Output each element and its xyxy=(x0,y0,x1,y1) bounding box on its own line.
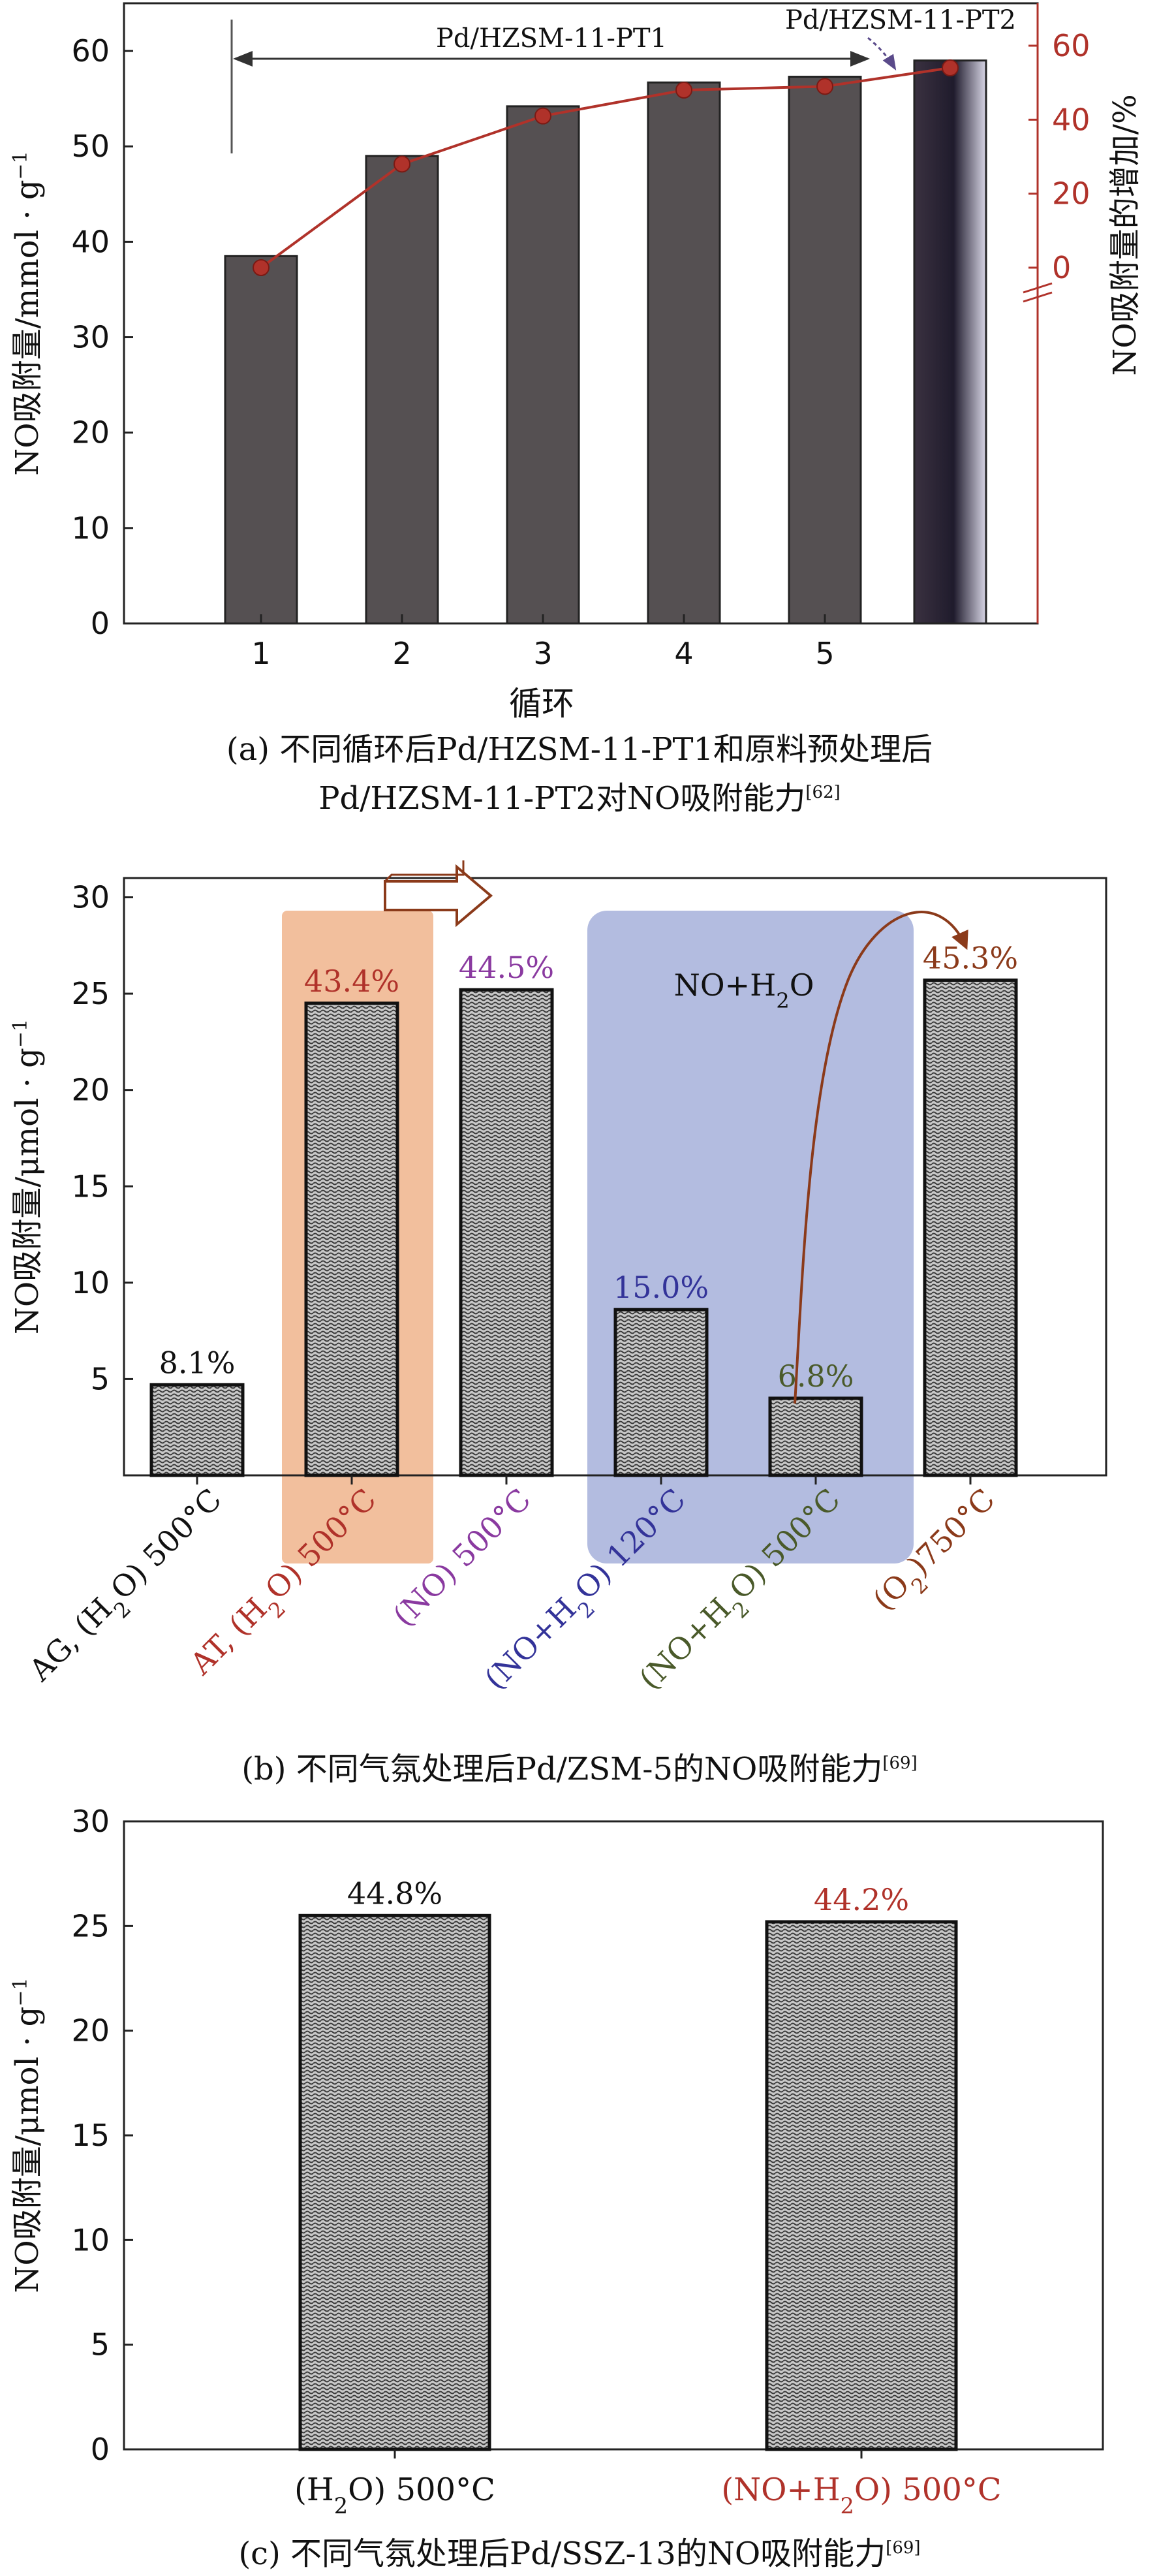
bar-b xyxy=(304,1001,399,1477)
block-arrow-shadow-b xyxy=(384,860,465,883)
y-axis-title-c: NO吸附量/μmol · g−1 xyxy=(9,1977,46,2293)
y-tick-label-a: 10 xyxy=(71,510,110,546)
caption-a-ref: [62] xyxy=(805,783,841,802)
x-tick-label-a: 4 xyxy=(674,636,693,671)
y-tick-label-c: 15 xyxy=(71,2118,110,2153)
y2-tick-label-a: 0 xyxy=(1052,250,1071,285)
bar-b xyxy=(768,1396,863,1477)
y2-tick-label-a: 60 xyxy=(1052,28,1090,63)
data-label-c: 44.2% xyxy=(814,1882,909,1917)
chart-c: 0 5 10 15 20 25 30 44.8% (H2O) 500°C 44.2% (NO+H2O… xyxy=(9,1804,1104,2519)
x-tick-label-a: 1 xyxy=(251,636,270,671)
increase-point-a xyxy=(942,59,959,76)
y2-axis-title-a: NO吸附量的增加/% xyxy=(1107,94,1143,375)
pt2-label-a: Pd/HZSM-11-PT2 xyxy=(785,5,1016,35)
y-tick-label-b: 5 xyxy=(91,1361,110,1396)
x-tick-label-a: 3 xyxy=(533,636,552,671)
x-tick-label-a: 2 xyxy=(392,636,411,671)
data-label-b: 45.3% xyxy=(923,940,1018,975)
axis-break-a xyxy=(1023,282,1053,303)
caption-c-text: (c) 不同气氛处理后Pd/SSZ-13的NO吸附能力 xyxy=(238,2536,886,2572)
x-tick-label-a: 5 xyxy=(815,636,834,671)
data-label-b: 6.8% xyxy=(778,1359,854,1394)
bar-a xyxy=(913,59,987,625)
increase-point-a xyxy=(394,155,410,173)
data-label-b: 44.5% xyxy=(459,950,554,985)
data-label-b: 8.1% xyxy=(159,1345,236,1380)
y2-tick-label-a: 40 xyxy=(1052,102,1090,137)
caption-a-line1: (a) 不同循环后Pd/HZSM-11-PT1和原料预处理后 xyxy=(226,731,933,768)
increase-point-a xyxy=(253,259,270,276)
increase-point-a xyxy=(675,82,692,99)
x-axis-title-a: 循环 xyxy=(509,685,574,723)
data-label-c: 44.8% xyxy=(347,1876,442,1911)
highlight-text-b: NO+H2O xyxy=(674,967,814,1013)
y-tick-label-c: 5 xyxy=(91,2327,110,2363)
curved-arrow-b xyxy=(794,911,968,1404)
bar-a xyxy=(647,81,721,625)
bar-b xyxy=(459,988,554,1477)
block-arrow-b xyxy=(384,864,493,928)
y-tick-label-c: 0 xyxy=(91,2432,110,2467)
pt1-label-a: Pd/HZSM-11-PT1 xyxy=(436,24,667,54)
bar-b xyxy=(149,1383,245,1477)
y-axis-title-b: NO吸附量/μmol · g−1 xyxy=(9,1019,46,1334)
pt2-arrow-a xyxy=(867,37,897,71)
y-tick-label-a: 0 xyxy=(91,606,110,641)
y-tick-label-a: 60 xyxy=(71,33,110,69)
increase-point-a xyxy=(816,78,833,95)
x-tick-label-c: (NO+H2O) 500°C xyxy=(721,2472,1001,2519)
caption-b: (b) 不同气氛处理后Pd/ZSM-5的NO吸附能力[69] xyxy=(0,1742,1159,1791)
bar-b xyxy=(923,978,1018,1477)
y-tick-label-b: 30 xyxy=(71,880,110,915)
bar-a xyxy=(506,105,580,625)
caption-b-text: (b) 不同气氛处理后Pd/ZSM-5的NO吸附能力 xyxy=(241,1751,883,1787)
y-tick-label-b: 10 xyxy=(71,1265,110,1300)
data-label-b: 43.4% xyxy=(304,964,399,999)
caption-b-ref: [69] xyxy=(882,1753,918,1773)
y-tick-label-b: 15 xyxy=(71,1169,110,1204)
y-tick-label-a: 20 xyxy=(71,415,110,450)
y-tick-label-c: 30 xyxy=(71,1804,110,1839)
caption-a: (a) 不同循环后Pd/HZSM-11-PT1和原料预处理后 Pd/HZSM-1… xyxy=(0,728,1159,820)
caption-a-line2: Pd/HZSM-11-PT2对NO吸附能力 xyxy=(318,780,806,817)
bar-a xyxy=(365,155,439,625)
increase-point-a xyxy=(534,107,551,125)
y-tick-label-a: 30 xyxy=(71,320,110,355)
y-tick-label-b: 20 xyxy=(71,1073,110,1108)
increase-series-line-a xyxy=(260,67,951,269)
caption-c: (c) 不同气氛处理后Pd/SSZ-13的NO吸附能力[69] xyxy=(0,2526,1159,2575)
data-label-b: 15.0% xyxy=(613,1270,709,1305)
y-axis-title-a: NO吸附量/mmol · g−1 xyxy=(9,151,46,476)
y2-tick-label-a: 20 xyxy=(1052,176,1090,212)
x-tick-label-c: (H2O) 500°C xyxy=(294,2472,495,2519)
caption-c-ref: [69] xyxy=(886,2538,921,2558)
bar-c xyxy=(765,1920,958,2451)
bar-a xyxy=(224,255,298,625)
bar-a xyxy=(788,76,862,625)
y-tick-label-c: 25 xyxy=(71,1908,110,1943)
bar-b xyxy=(613,1308,709,1477)
y-tick-label-b: 25 xyxy=(71,976,110,1011)
y-tick-label-c: 10 xyxy=(71,2222,110,2257)
y-tick-label-a: 40 xyxy=(71,224,110,259)
bar-c xyxy=(298,1913,491,2451)
y-tick-label-a: 50 xyxy=(71,129,110,164)
y-tick-label-c: 20 xyxy=(71,2013,110,2049)
